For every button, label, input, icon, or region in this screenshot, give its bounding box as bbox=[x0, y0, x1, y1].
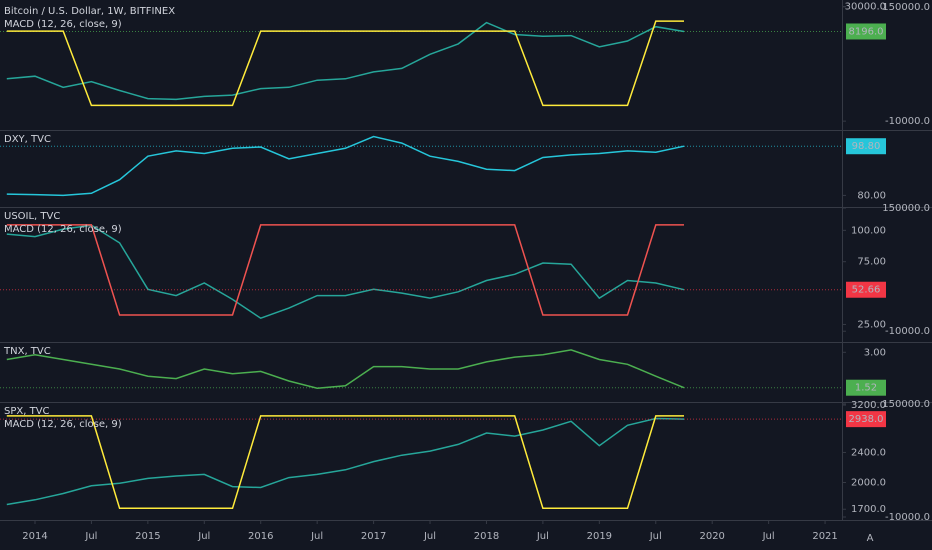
y2-tick-label: -10000.0 bbox=[885, 512, 930, 523]
legend-entry: MACD (12, 26, close, 9) bbox=[4, 224, 122, 235]
y-tick-label: 80.00 bbox=[857, 190, 886, 201]
y-tick-label: 3200.0 bbox=[851, 400, 886, 411]
last-value-label: 52.66 bbox=[852, 285, 881, 296]
y-tick-label: 1700.0 bbox=[851, 504, 886, 515]
y2-tick-label: 150000.0 bbox=[882, 203, 930, 214]
y2-tick-label: 150000.0 bbox=[882, 2, 930, 13]
last-value-label: 1.52 bbox=[855, 383, 877, 394]
x-tick-label: Jul bbox=[649, 531, 662, 542]
legend-entry: Bitcoin / U.S. Dollar, 1W, BITFINEX bbox=[4, 6, 175, 17]
y-tick-label: 2400.0 bbox=[851, 447, 886, 458]
x-tick-label: Jul bbox=[84, 531, 97, 542]
series-line bbox=[6, 20, 684, 107]
last-value-badge bbox=[846, 23, 886, 40]
x-tick-label: 2020 bbox=[699, 531, 724, 542]
last-value-label: 2938.0 bbox=[849, 414, 884, 425]
y-tick-label: 30000.0 bbox=[845, 2, 886, 13]
last-value-badge bbox=[846, 281, 886, 298]
x-tick-label: 2015 bbox=[135, 531, 160, 542]
x-tick-label: Jul bbox=[197, 531, 210, 542]
y2-tick-label: -10000.0 bbox=[885, 116, 930, 127]
x-tick-label: 2018 bbox=[474, 531, 499, 542]
series-line bbox=[6, 415, 684, 510]
y-tick-label: 2000.0 bbox=[851, 477, 886, 488]
x-tick-label: 2019 bbox=[587, 531, 612, 542]
series-line bbox=[6, 224, 685, 320]
y-tick-label: 3.00 bbox=[864, 347, 886, 358]
y-tick-label: 75.00 bbox=[857, 257, 886, 268]
legend-entry: SPX, TVC bbox=[4, 406, 50, 417]
y-tick-label: 25.00 bbox=[857, 319, 886, 330]
legend-entry: MACD (12, 26, close, 9) bbox=[4, 19, 122, 30]
legend-entry: DXY, TVC bbox=[4, 134, 51, 145]
last-value-label: 98.80 bbox=[852, 141, 881, 152]
x-tick-label: Jul bbox=[536, 531, 549, 542]
last-value-badge bbox=[846, 379, 886, 396]
x-tick-label: 2017 bbox=[361, 531, 386, 542]
y2-tick-label: -10000.0 bbox=[885, 326, 930, 337]
x-tick-label: Jul bbox=[762, 531, 775, 542]
series-line bbox=[6, 224, 684, 316]
last-value-label: 8196.0 bbox=[849, 26, 884, 37]
legend-entry: MACD (12, 26, close, 9) bbox=[4, 419, 122, 430]
last-value-badge bbox=[846, 411, 886, 428]
y2-tick-label: 150000.0 bbox=[882, 399, 930, 410]
legend-entry: USOIL, TVC bbox=[4, 211, 60, 222]
auto-scale-button[interactable]: A bbox=[867, 533, 874, 544]
x-tick-label: Jul bbox=[423, 531, 436, 542]
series-line bbox=[6, 21, 685, 101]
x-tick-label: 2016 bbox=[248, 531, 273, 542]
y-tick-label: 100.00 bbox=[851, 225, 886, 236]
x-tick-label: 2014 bbox=[22, 531, 47, 542]
series-line bbox=[6, 417, 685, 506]
x-tick-label: Jul bbox=[310, 531, 323, 542]
last-value-badge bbox=[846, 138, 886, 155]
x-tick-label: 2021 bbox=[812, 531, 837, 542]
series-line bbox=[6, 349, 685, 389]
series-line bbox=[6, 135, 685, 197]
legend-entry: TNX, TVC bbox=[3, 346, 51, 357]
